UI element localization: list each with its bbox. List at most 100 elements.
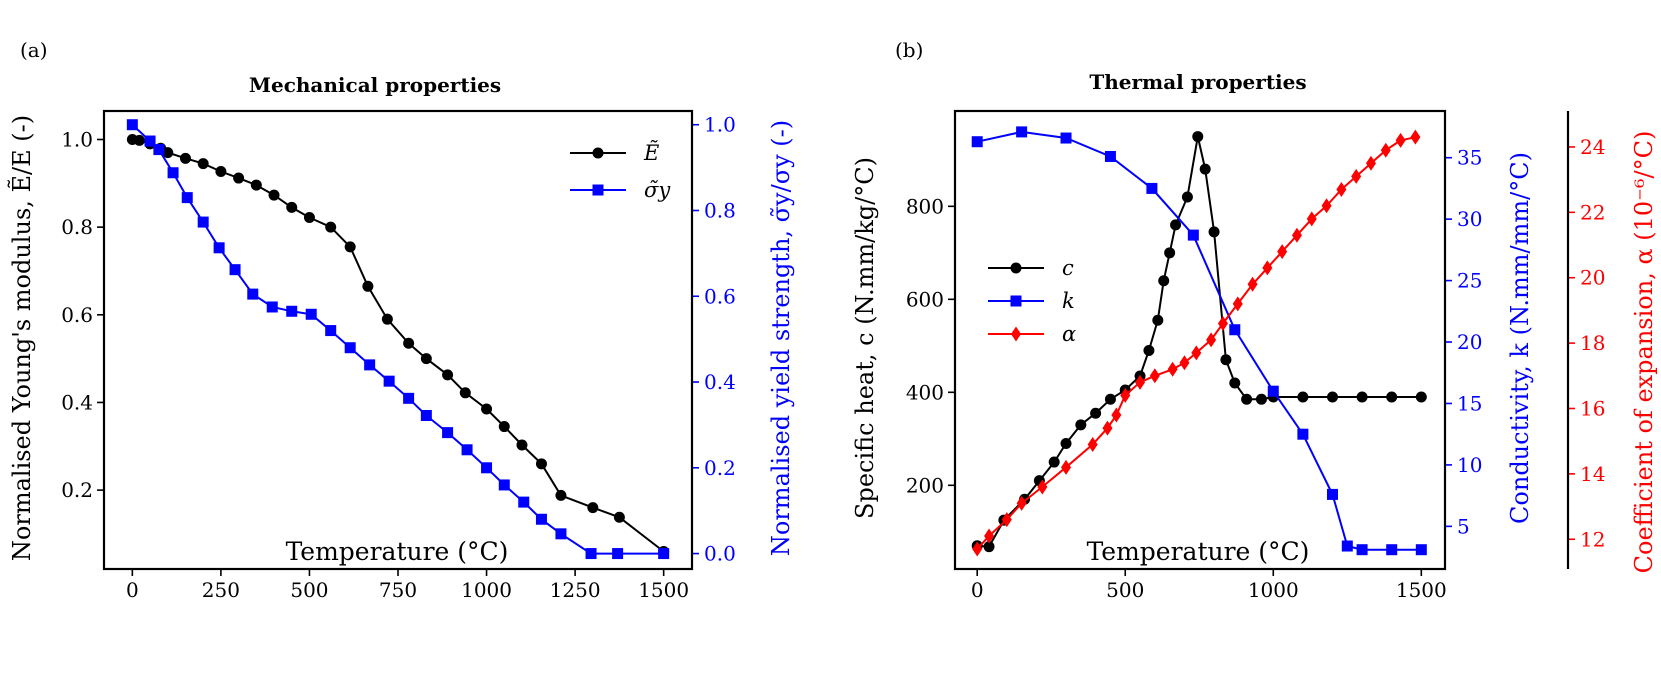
data-point-0-0-22 — [498, 421, 510, 433]
data-point-1-2-9 — [1120, 387, 1131, 403]
y2-tick-label-1-4: 25 — [1457, 269, 1482, 293]
data-point-1-1-8 — [1297, 428, 1309, 440]
data-point-0-0-27 — [613, 511, 625, 523]
data-point-1-2-15 — [1206, 332, 1217, 348]
data-point-1-2-28 — [1395, 132, 1406, 148]
data-point-0-0-10 — [268, 189, 280, 201]
y-tick-label-0-4: 1.0 — [61, 127, 93, 151]
data-point-1-2-10 — [1135, 374, 1146, 390]
panel-b-legend: ckα — [988, 256, 1076, 346]
data-point-0-1-10 — [286, 305, 298, 317]
legend-marker-1-1 — [1010, 295, 1022, 307]
panel-b-label: (b) — [895, 38, 923, 62]
data-point-1-2-1 — [984, 528, 995, 544]
data-point-0-1-3 — [167, 167, 179, 179]
data-point-1-0-13 — [1152, 314, 1164, 326]
data-point-0-1-22 — [518, 496, 530, 508]
data-point-0-1-4 — [181, 192, 193, 204]
x-tick-label-0-5: 1250 — [550, 578, 601, 602]
data-point-0-0-12 — [303, 212, 315, 224]
panel-b-title: Thermal properties — [1089, 70, 1306, 94]
data-point-1-0-28 — [1356, 391, 1368, 403]
y2-tick-label-0-4: 0.8 — [704, 198, 736, 222]
y3-tick-label-1-2: 16 — [1580, 396, 1605, 420]
y-tick-label-0-3: 0.8 — [61, 215, 93, 239]
data-point-1-0-22 — [1229, 377, 1241, 389]
x-tick-label-1-1: 500 — [1106, 578, 1144, 602]
data-point-0-0-25 — [555, 489, 567, 501]
legend-label-1-1: k — [1062, 289, 1075, 313]
panel-b-marks — [971, 126, 1427, 557]
panel-b: (b) Thermal properties Temperature (°C) … — [851, 38, 1658, 602]
data-point-1-0-29 — [1386, 391, 1398, 403]
data-point-1-2-21 — [1291, 227, 1302, 243]
x-tick-label-0-0: 0 — [126, 578, 139, 602]
series-line-0-1 — [131, 123, 664, 555]
y3-tick-label-1-1: 14 — [1580, 462, 1605, 486]
data-point-0-0-8 — [233, 172, 245, 184]
data-point-0-1-0 — [126, 119, 138, 131]
panel-a-axes: 0 250 500 750 1000 1250 1500 0.2 0.4 0.6 0.8 1.0 0.0… — [61, 113, 736, 602]
legend-marker-0-0 — [592, 147, 604, 159]
data-point-1-2-3 — [1016, 495, 1027, 511]
data-point-0-1-14 — [364, 359, 376, 371]
data-point-0-1-7 — [229, 264, 241, 276]
data-point-1-1-2 — [1060, 132, 1072, 144]
panel-b-y3label: Coefficient of expansion, α (10⁻⁶/°C) — [1630, 131, 1658, 574]
panel-a-ylabel: Normalised Young's modulus, Ẽ/E (-) — [6, 115, 36, 561]
y-tick-label-0-1: 0.4 — [61, 390, 93, 414]
data-point-0-0-23 — [516, 439, 528, 451]
data-point-0-1-20 — [481, 462, 493, 474]
legend-label-0-0: Ẽ — [643, 141, 659, 165]
data-point-0-1-11 — [305, 308, 317, 320]
data-point-1-2-13 — [1179, 355, 1190, 371]
data-point-1-0-15 — [1164, 247, 1176, 259]
data-point-0-0-17 — [403, 337, 415, 349]
panel-a-xlabel: Temperature (°C) — [286, 537, 509, 566]
y3-tick-label-1-6: 24 — [1580, 135, 1605, 159]
legend-label-1-2: α — [1062, 322, 1076, 346]
data-point-1-2-29 — [1410, 129, 1421, 145]
x-tick-label-0-2: 500 — [290, 578, 328, 602]
panel-a-legend: Ẽσ̃y — [570, 141, 671, 202]
data-point-0-0-16 — [381, 313, 393, 325]
data-point-1-2-14 — [1191, 345, 1202, 361]
panel-a-plot-frame — [102, 109, 694, 571]
data-point-0-0-6 — [197, 158, 209, 170]
data-point-1-0-30 — [1415, 391, 1427, 403]
data-point-0-1-16 — [403, 392, 415, 404]
x-tick-label-1-3: 1500 — [1396, 578, 1447, 602]
data-point-0-0-15 — [362, 280, 374, 292]
data-point-1-2-18 — [1247, 276, 1258, 292]
data-point-1-2-20 — [1277, 244, 1288, 260]
panel-b-y2label: Conductivity, k (N.mm/mm/°C) — [1506, 152, 1534, 524]
data-point-0-1-25 — [585, 548, 597, 560]
legend-label-1-0: c — [1062, 256, 1074, 280]
y2-tick-label-0-3: 0.6 — [704, 284, 736, 308]
data-point-0-0-1 — [133, 134, 145, 146]
data-point-1-1-7 — [1267, 385, 1279, 397]
data-point-0-0-21 — [481, 403, 493, 415]
data-point-1-1-12 — [1386, 544, 1398, 556]
x-tick-label-0-3: 750 — [379, 578, 417, 602]
data-point-1-2-2 — [1001, 512, 1012, 528]
y2-tick-label-0-2: 0.4 — [704, 370, 736, 394]
data-point-1-2-19 — [1262, 260, 1273, 276]
data-point-1-0-26 — [1297, 391, 1309, 403]
data-point-1-0-18 — [1192, 131, 1204, 143]
data-point-1-2-0 — [972, 541, 983, 557]
data-point-0-1-15 — [383, 375, 395, 387]
y2-tick-label-0-0: 0.0 — [704, 542, 736, 566]
y-tick-label-1-3: 800 — [906, 194, 944, 218]
data-point-1-2-16 — [1217, 315, 1228, 331]
legend-marker-1-2 — [1011, 326, 1021, 342]
data-point-0-0-11 — [286, 201, 298, 213]
y3-tick-label-1-0: 12 — [1580, 527, 1605, 551]
data-point-0-0-26 — [587, 502, 599, 514]
data-point-1-1-4 — [1146, 182, 1158, 194]
data-point-0-1-8 — [247, 288, 259, 300]
data-point-0-0-7 — [215, 165, 227, 177]
data-point-0-1-9 — [266, 301, 278, 313]
panel-a-marks — [126, 119, 670, 560]
